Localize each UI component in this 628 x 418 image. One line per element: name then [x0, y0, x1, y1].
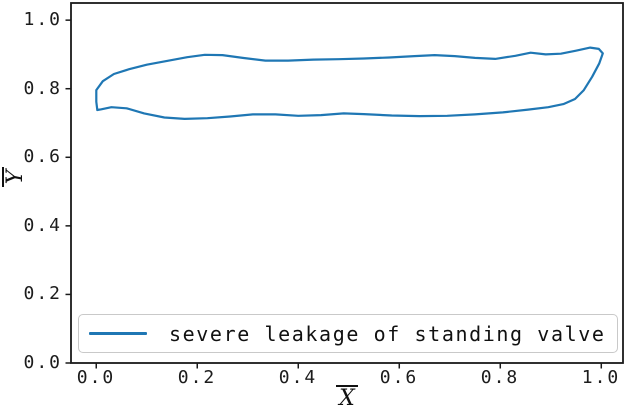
- x-axis-label: X: [327, 383, 367, 413]
- x-tick-label: 0.8: [480, 367, 520, 388]
- y-axis-label-text: Y: [1, 166, 29, 188]
- y-tick-label: 0.4: [23, 215, 62, 236]
- x-tick-label: 0.4: [278, 367, 318, 388]
- x-tick-label: 0.0: [76, 367, 116, 388]
- x-tick-label: 1.0: [581, 367, 621, 388]
- y-tick-label: 0.2: [23, 283, 62, 304]
- x-axis-label-text: X: [336, 384, 358, 411]
- y-axis-label: Y: [0, 162, 30, 192]
- legend-line-sample: [89, 332, 147, 335]
- legend-entry-label: severe leakage of standing valve: [169, 321, 606, 346]
- y-tick-label: 0.6: [23, 146, 62, 167]
- legend: severe leakage of standing valve: [78, 314, 618, 353]
- y-tick-label: 0.0: [23, 352, 62, 373]
- x-tick-label: 0.6: [379, 367, 419, 388]
- plot-border: [70, 2, 624, 364]
- x-tick-label: 0.2: [177, 367, 217, 388]
- y-tick-label: 1.0: [23, 9, 62, 30]
- y-tick-label: 0.8: [23, 78, 62, 99]
- series-line-path: [95, 46, 604, 120]
